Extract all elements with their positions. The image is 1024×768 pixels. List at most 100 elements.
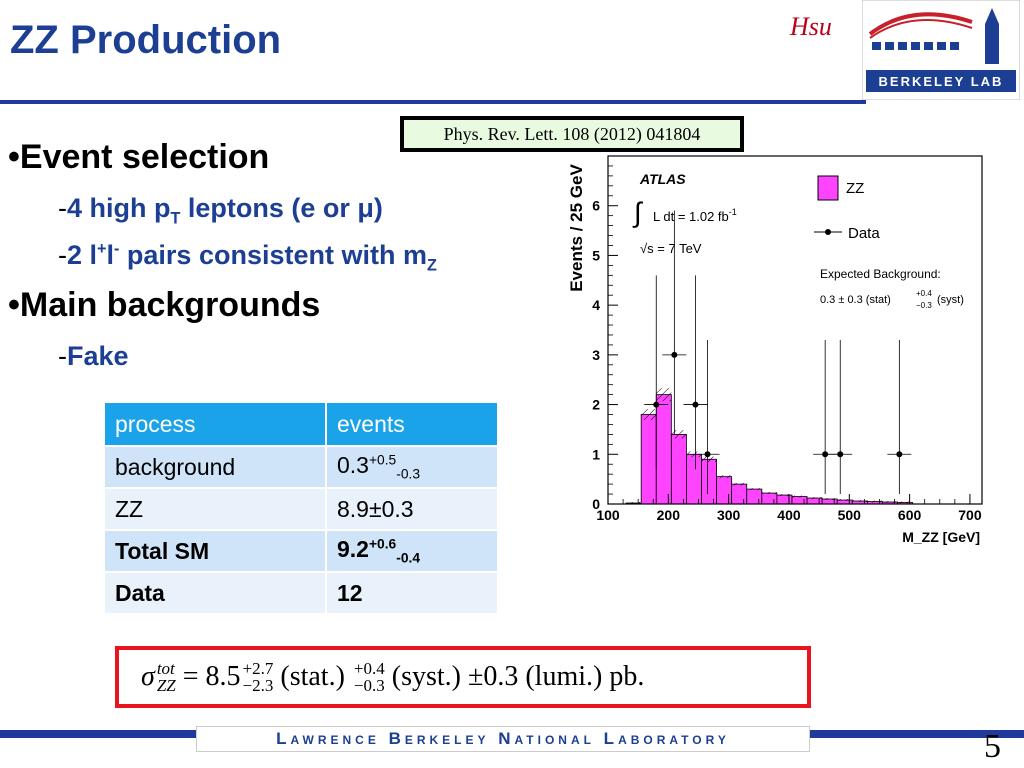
events-err-up: +0.6 bbox=[368, 536, 397, 552]
reference-box: Phys. Rev. Lett. 108 (2012) 041804 bbox=[400, 116, 744, 152]
zz-uncertainty-band bbox=[746, 488, 762, 491]
title-divider bbox=[0, 100, 866, 104]
formula-equals: = 8.5 bbox=[175, 661, 241, 692]
table-header-cell: process bbox=[103, 401, 327, 447]
leptons-text-a: 4 high p bbox=[67, 193, 171, 223]
table-row: ZZ 8.9±0.3 bbox=[103, 487, 499, 531]
mzz-histogram-svg: 100 200 300 400 500 600 700 0 1 2 3 4 5 6 Events / 25… bbox=[567, 155, 983, 545]
zz-bar bbox=[791, 496, 808, 505]
table-cell-process: ZZ bbox=[103, 487, 327, 531]
y-tick-label: 0 bbox=[592, 496, 600, 512]
zz-uncertainty-band bbox=[822, 498, 838, 501]
events-err-up: +0.5 bbox=[368, 452, 397, 468]
bullet-lepton-pairs: -2 l+l- pairs consistent with mZ bbox=[58, 240, 437, 275]
table-row: background 0.3+0.5-0.3 bbox=[103, 445, 499, 489]
zz-bar bbox=[731, 483, 748, 505]
bkg-title: Expected Background: bbox=[820, 267, 941, 281]
mzz-histogram: 100 200 300 400 500 600 700 0 1 2 3 4 5 6 Events / 25… bbox=[560, 150, 1000, 560]
zz-uncertainty-band bbox=[807, 497, 823, 500]
zz-bar bbox=[776, 494, 793, 505]
zz-bar bbox=[761, 492, 778, 505]
legend-zz-swatch bbox=[817, 175, 839, 201]
data-point bbox=[653, 401, 660, 408]
table-cell-process: Total SM bbox=[103, 529, 327, 573]
pairs-sup-minus: - bbox=[114, 240, 120, 258]
stat-down: −2.3 bbox=[242, 676, 274, 695]
zz-uncertainty-band bbox=[761, 492, 777, 495]
x-tick-label: 300 bbox=[717, 507, 741, 523]
zz-uncertainty-band bbox=[837, 499, 853, 502]
table-cell-process: background bbox=[103, 445, 327, 489]
formula-stat: (stat.) bbox=[273, 661, 352, 692]
zz-bar bbox=[670, 433, 687, 505]
syst-down: −0.3 bbox=[353, 676, 385, 695]
y-tick-label: 4 bbox=[592, 297, 600, 313]
pairs-sub-z: Z bbox=[426, 256, 437, 275]
zz-uncertainty-band bbox=[731, 482, 747, 486]
data-point bbox=[704, 451, 711, 458]
author-name: Hsu bbox=[790, 12, 832, 41]
zz-uncertainty-band bbox=[791, 495, 808, 498]
zz-uncertainty-band bbox=[701, 456, 717, 462]
sigma-sub: ZZ bbox=[156, 676, 176, 695]
table-row: Total SM 9.2+0.6-0.4 bbox=[103, 529, 499, 573]
x-tick-label: 500 bbox=[838, 507, 862, 523]
integral-sign: ∫ bbox=[632, 197, 644, 228]
table-cell-events: 9.2+0.6-0.4 bbox=[325, 529, 499, 573]
table-cell-events: 0.3+0.5-0.3 bbox=[325, 445, 499, 489]
energy-label: √s = 7 TeV bbox=[640, 241, 702, 256]
x-tick-label: 700 bbox=[958, 507, 982, 523]
zz-uncertainty-band bbox=[716, 475, 732, 479]
y-tick-label: 3 bbox=[592, 347, 600, 363]
pairs-text-b: pairs consistent with m bbox=[119, 240, 427, 270]
zz-uncertainty-band bbox=[867, 500, 883, 503]
cross-section-formula: σ tot ZZ = 8.5 +2.7 −2.3 (stat.) +0.4 −0.3 (s… bbox=[115, 646, 811, 708]
footer-lab-name: Lawrence Berkeley National Laboratory bbox=[196, 726, 810, 752]
syst-up: +0.4 bbox=[353, 659, 385, 678]
footer-text: Lawrence Berkeley National Laboratory bbox=[276, 729, 730, 748]
slide-title: ZZ Production bbox=[10, 18, 282, 62]
table-cell-events: 12 bbox=[325, 571, 499, 615]
table-cell-process: Data bbox=[103, 571, 327, 615]
zz-uncertainty-band bbox=[626, 502, 642, 504]
x-tick-label: 100 bbox=[596, 507, 620, 523]
table-header-cell: events bbox=[325, 401, 499, 447]
zz-uncertainty-band bbox=[656, 388, 672, 402]
sigma-symbol: σ bbox=[141, 661, 155, 692]
y-tick-label: 6 bbox=[592, 198, 600, 214]
pairs-text-a: 2 l bbox=[67, 240, 98, 270]
bullet-main-backgrounds-text: Main backgrounds bbox=[19, 286, 321, 324]
y-tick-label: 2 bbox=[592, 397, 600, 413]
data-point bbox=[671, 351, 678, 358]
y-tick-label: 5 bbox=[592, 247, 600, 263]
sigma-sup: tot bbox=[156, 659, 175, 678]
zz-bar bbox=[640, 414, 657, 505]
y-tick-label: 1 bbox=[592, 446, 600, 462]
events-value: 9.2 bbox=[337, 536, 369, 563]
leptons-text-b: leptons (e or μ) bbox=[180, 193, 383, 223]
table-header-row: process events bbox=[103, 401, 499, 447]
y-axis-label: Events / 25 GeV bbox=[567, 164, 586, 292]
lumi-label: L dt = 1.02 fb-1 bbox=[653, 207, 737, 224]
leptons-sub: T bbox=[170, 209, 181, 228]
bullet-fake: -Fake bbox=[58, 341, 129, 371]
x-axis-label: M_ZZ [GeV] bbox=[902, 529, 980, 545]
zz-uncertainty-band bbox=[641, 409, 657, 420]
bullet-fake-text: Fake bbox=[67, 341, 129, 371]
reference-text: Phys. Rev. Lett. 108 (2012) 041804 bbox=[443, 123, 701, 144]
zz-uncertainty-band bbox=[686, 451, 702, 458]
data-point bbox=[837, 451, 844, 458]
table-row: Data 12 bbox=[103, 571, 499, 615]
bkg-up: +0.4 bbox=[916, 289, 932, 298]
zz-bar bbox=[746, 488, 763, 505]
events-err-down: -0.4 bbox=[396, 550, 421, 566]
data-point bbox=[692, 401, 699, 408]
legend-data-marker bbox=[825, 229, 831, 235]
legend-zz-label: ZZ bbox=[846, 180, 864, 197]
x-tick-label: 200 bbox=[657, 507, 681, 523]
bkg-dn: −0.3 bbox=[916, 301, 932, 310]
zz-uncertainty-band bbox=[852, 500, 868, 503]
zz-uncertainty-band bbox=[882, 501, 898, 504]
zz-bar bbox=[716, 476, 733, 505]
bullet-event-selection-text: Event selection bbox=[19, 138, 270, 176]
